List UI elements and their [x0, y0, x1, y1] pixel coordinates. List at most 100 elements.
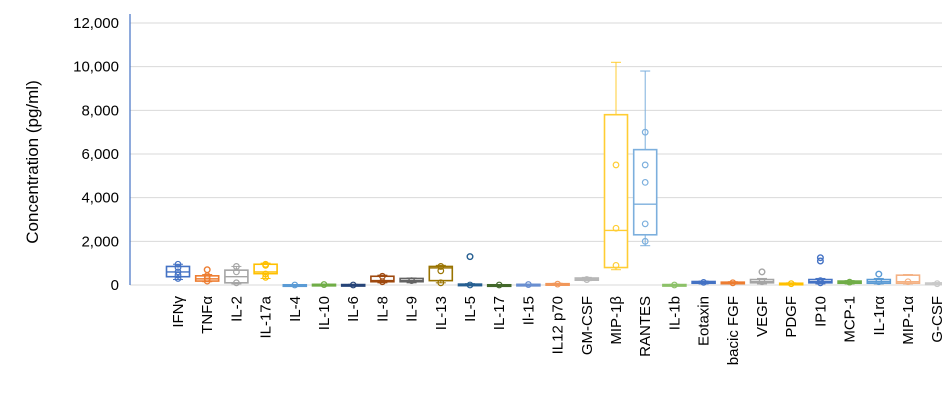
box-12 [486, 281, 512, 289]
box-25 [866, 270, 892, 286]
data-point [612, 261, 620, 269]
data-point [203, 275, 211, 282]
data-point [174, 275, 182, 282]
box-iqr [632, 148, 658, 236]
x-tick-label: IL-4 [287, 296, 304, 322]
x-tick-label: IL-2 [228, 296, 245, 322]
x-tick-label: VEGF [754, 296, 771, 337]
box-6 [311, 281, 337, 288]
y-axis-label: Concentration (pg/ml) [23, 80, 42, 243]
box-10 [428, 263, 454, 287]
x-tick-label: IL-5 [462, 296, 479, 322]
data-point [262, 273, 270, 281]
data-point [262, 270, 270, 278]
data-point [437, 279, 445, 287]
data-point [758, 278, 766, 286]
data-point [232, 279, 240, 287]
y-tick-label: 0 [111, 277, 119, 294]
x-tick-label: Il-15 [520, 296, 537, 325]
x-tick-label: RANTES [637, 296, 654, 357]
x-tick-label: MIP-1α [900, 296, 917, 345]
data-point [641, 178, 649, 186]
data-point [437, 263, 445, 270]
gridlines [130, 22, 942, 286]
x-tick-label: MIP-1β [608, 296, 625, 345]
box-4 [253, 260, 278, 281]
outlier-point [203, 266, 211, 274]
box-18 [662, 281, 687, 289]
outlier-point [758, 268, 766, 276]
x-tick-label: IL-13 [433, 296, 450, 330]
box-24 [837, 278, 862, 286]
data-point [466, 281, 474, 289]
box-8 [370, 272, 395, 286]
data-point [612, 161, 620, 169]
x-tick-label: IFNγ [170, 296, 187, 328]
y-axis: 0 2,000 4,000 6,000 8,000 10,000 12,000 [73, 14, 131, 294]
y-tick-label: 12,000 [73, 15, 119, 32]
data-point [641, 237, 649, 245]
data-point [554, 280, 561, 288]
data-point [437, 267, 445, 275]
data-point [262, 260, 270, 268]
data-point [291, 281, 299, 289]
data-point [583, 276, 591, 283]
data-point [729, 279, 737, 287]
box-3 [224, 263, 249, 287]
data-point [641, 161, 649, 169]
y-tick-label: 6,000 [81, 146, 119, 163]
box-2 [194, 266, 220, 285]
outlier-point [816, 257, 824, 265]
box-17 [632, 70, 658, 247]
x-tick-label: GM-CSF [579, 296, 596, 355]
box-27 [924, 280, 942, 288]
data-point [349, 281, 357, 289]
box-iqr [603, 113, 629, 269]
data-point [174, 260, 182, 268]
data-point [641, 220, 649, 228]
x-tick-label: IL-9 [404, 296, 421, 322]
y-tick-label: 10,000 [73, 59, 119, 76]
x-tick-label: TNFα [199, 296, 216, 334]
box-5 [282, 281, 308, 289]
box-1 [165, 260, 191, 282]
x-tick-label: bacic FGF [725, 296, 742, 365]
x-tick-label: IL-8 [374, 296, 391, 322]
data-point [174, 264, 182, 271]
data-point [174, 268, 182, 276]
data-point [817, 277, 824, 285]
x-tick-label: IL-1rα [871, 296, 888, 336]
y-tick-label: 8,000 [81, 102, 119, 119]
x-tick-label: MCP-1 [842, 296, 859, 343]
box-11 [457, 253, 483, 289]
data-point [817, 279, 824, 287]
data-point [320, 281, 328, 288]
x-tick-label: IL-1b [666, 296, 683, 330]
box-20 [720, 279, 746, 287]
x-tick-label: IP10 [812, 296, 829, 327]
y-tick-label: 4,000 [81, 190, 119, 207]
data-point [612, 224, 620, 232]
data-point [525, 281, 532, 288]
data-point [787, 280, 795, 288]
x-tick-label: Eotaxin [696, 296, 713, 346]
box-7 [340, 281, 366, 289]
y-tick-label: 2,000 [81, 233, 119, 250]
box-14 [545, 280, 570, 288]
outlier-point [466, 253, 474, 261]
x-tick-label: G-CSF [929, 296, 942, 343]
box-iqr [253, 263, 278, 275]
box-16 [603, 61, 629, 271]
x-axis-tick-labels: IFNγ TNFα IL-2 IL-17a IL-4 IL-10 IL-6 IL-8 IL-9 I… [170, 295, 942, 365]
box-15 [574, 276, 600, 283]
x-tick-label: PDGF [783, 296, 800, 338]
box-23 [808, 254, 833, 287]
data-point [700, 278, 707, 286]
x-tick-label: IL12 p70 [550, 296, 567, 354]
box-22 [778, 280, 804, 288]
data-point [379, 272, 386, 280]
box-9 [399, 277, 424, 285]
outlier-point [816, 254, 824, 262]
data-point [933, 280, 941, 288]
data-point [671, 281, 678, 289]
